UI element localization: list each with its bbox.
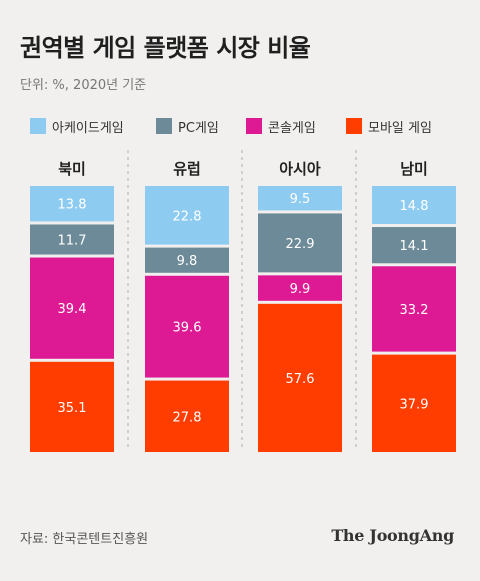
- data-label-north-america-arcade: 13.8: [58, 198, 87, 213]
- legend-label-console: 콘솔게임: [268, 120, 316, 136]
- data-label-north-america-mobile: 35.1: [58, 401, 87, 416]
- bar-segment-north-america-console: [30, 257, 114, 359]
- bar-segment-south-america-pc: [372, 227, 456, 264]
- legend-swatch-console: [246, 118, 262, 134]
- legend-label-pc: PC게임: [178, 120, 219, 136]
- brand-logo: The JoongAng: [331, 526, 454, 545]
- legend-item-console: 콘솔게임: [246, 117, 316, 136]
- legend-swatch-pc: [156, 118, 172, 134]
- bar-segment-europe-pc: [145, 247, 229, 273]
- data-label-asia-console: 9.9: [290, 282, 311, 297]
- bar-segment-south-america-console: [372, 266, 456, 352]
- legend-label-mobile: 모바일 게임: [368, 120, 432, 136]
- category-label-north-america: 북미: [58, 160, 86, 178]
- bar-segment-south-america-mobile: [372, 354, 456, 452]
- legend-item-pc: PC게임: [156, 117, 219, 136]
- bar-segment-north-america-pc: [30, 224, 114, 255]
- legend-swatch-arcade: [30, 118, 46, 134]
- bar-segment-europe-console: [145, 275, 229, 378]
- data-label-asia-mobile: 57.6: [286, 372, 315, 387]
- data-label-south-america-arcade: 14.8: [400, 199, 429, 214]
- legend-label-arcade: 아케이드게임: [52, 120, 124, 136]
- data-label-europe-pc: 9.8: [177, 254, 198, 269]
- chart-title: 권역별 게임 플랫폼 시장 비율: [20, 34, 311, 62]
- bar-segment-south-america-arcade: [372, 186, 456, 225]
- stacked-bar-chart: 북미 13.8 11.7 39.4 35.1 유럽 22.8 9.8 39.6 27.8 아시아 9.…: [30, 150, 456, 452]
- data-label-south-america-mobile: 37.9: [400, 397, 429, 412]
- data-label-south-america-pc: 14.1: [400, 239, 429, 254]
- bar-segment-asia-console: [258, 275, 342, 301]
- data-label-south-america-console: 33.2: [400, 303, 429, 318]
- category-label-south-america: 남미: [400, 160, 428, 178]
- bar-segment-europe-arcade: [145, 186, 229, 245]
- data-label-europe-mobile: 27.8: [173, 410, 202, 425]
- bar-segment-asia-mobile: [258, 303, 342, 452]
- data-label-north-america-console: 39.4: [58, 302, 87, 317]
- legend-swatch-mobile: [346, 118, 362, 134]
- data-label-north-america-pc: 11.7: [58, 234, 87, 249]
- legend-item-arcade: 아케이드게임: [30, 117, 124, 136]
- bar-segment-north-america-arcade: [30, 186, 114, 222]
- data-label-europe-arcade: 22.8: [173, 209, 202, 224]
- category-label-asia: 아시아: [279, 160, 321, 178]
- data-label-europe-console: 39.6: [173, 321, 202, 336]
- data-label-asia-arcade: 9.5: [290, 192, 311, 207]
- legend-item-mobile: 모바일 게임: [346, 117, 432, 136]
- source-note: 자료: 한국콘텐트진흥원: [20, 532, 149, 547]
- bar-segment-asia-arcade: [258, 186, 342, 211]
- chart-subtitle: 단위: %, 2020년 기준: [20, 78, 147, 93]
- data-label-asia-pc: 22.9: [286, 237, 315, 252]
- bar-segment-north-america-mobile: [30, 361, 114, 452]
- bar-segment-asia-pc: [258, 213, 342, 273]
- bar-segment-europe-mobile: [145, 380, 229, 452]
- category-label-europe: 유럽: [173, 160, 201, 178]
- legend: 아케이드게임 PC게임 콘솔게임 모바일 게임: [20, 117, 460, 136]
